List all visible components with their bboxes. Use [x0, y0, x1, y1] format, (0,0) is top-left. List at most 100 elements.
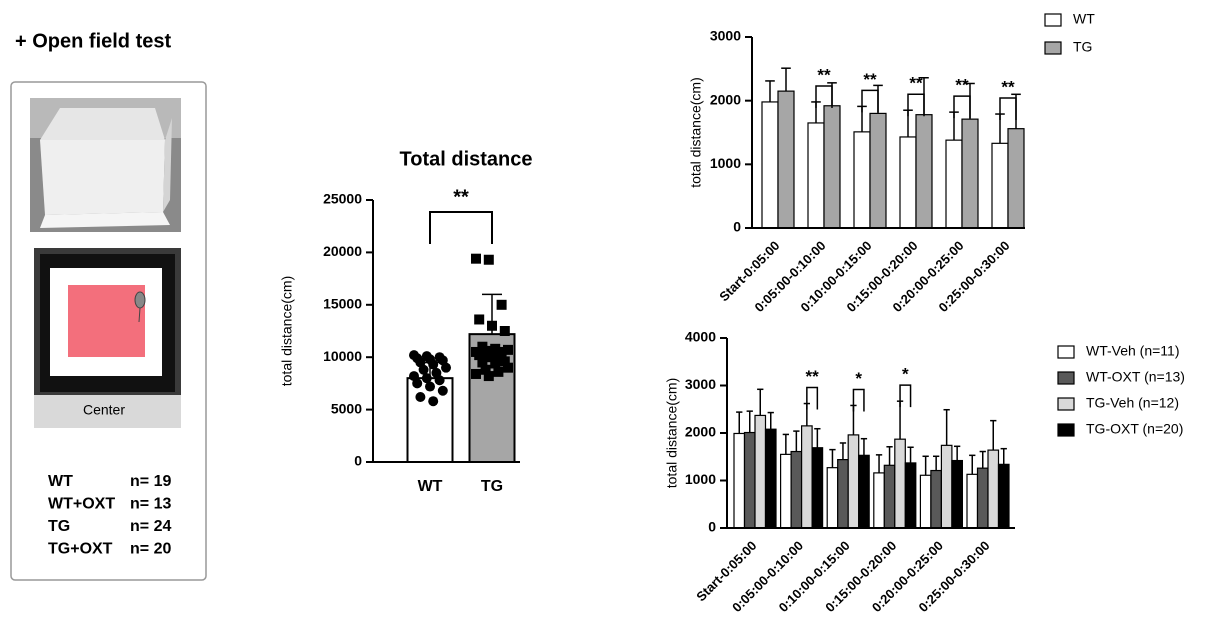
significance-label: * — [855, 369, 862, 388]
bar — [976, 467, 989, 529]
legend-label: WT-Veh (n=11) — [1086, 343, 1180, 359]
bar — [883, 464, 896, 529]
bar — [940, 444, 953, 529]
y-tick-label: 5000 — [331, 400, 362, 416]
bar — [790, 450, 803, 529]
significance-label: ** — [955, 76, 969, 95]
significance-label: ** — [909, 74, 923, 93]
data-point — [418, 364, 429, 375]
significance-bracket — [806, 386, 819, 410]
data-point — [441, 362, 451, 373]
bar — [915, 114, 933, 229]
significance-bracket — [429, 211, 493, 244]
bar — [826, 467, 839, 529]
bar — [873, 472, 885, 529]
y-tick-label: 2000 — [685, 424, 716, 440]
significance-bracket — [899, 384, 912, 408]
arena-photo — [30, 98, 181, 232]
significance-label: ** — [1001, 78, 1015, 97]
bar — [837, 459, 849, 529]
significance-bracket — [907, 93, 925, 117]
group-name: WT+OXT — [48, 496, 115, 513]
data-point — [499, 326, 510, 336]
bar — [894, 438, 906, 529]
y-tick-label: 20000 — [323, 243, 362, 259]
data-point — [499, 356, 510, 367]
data-point — [496, 299, 507, 310]
data-point — [480, 364, 491, 375]
y-tick-label: 1000 — [685, 471, 716, 487]
bar — [777, 90, 795, 229]
data-point — [487, 320, 497, 331]
bar — [823, 105, 841, 229]
legend-swatch — [1044, 41, 1062, 55]
group-n: n= 13 — [130, 496, 171, 513]
y-tick-label: 15000 — [323, 296, 362, 312]
bar — [1007, 128, 1025, 229]
legend-swatch — [1044, 13, 1062, 27]
data-point — [471, 368, 481, 379]
y-axis-label: total distance(cm) — [279, 276, 295, 386]
legend-label: WT-OXT (n=13) — [1086, 369, 1185, 385]
bar — [904, 462, 917, 529]
data-point — [474, 314, 485, 325]
data-point — [483, 371, 494, 382]
bar — [987, 449, 1000, 529]
significance-label: * — [902, 365, 909, 384]
center-photo — [34, 248, 181, 428]
bar — [899, 136, 917, 229]
significance-label: ** — [817, 65, 831, 84]
significance-bracket — [861, 89, 879, 113]
data-point — [437, 385, 448, 396]
bar — [807, 122, 825, 229]
group-n: n= 20 — [130, 541, 171, 558]
legend-label: TG — [1073, 39, 1092, 55]
bar — [761, 101, 779, 229]
legend-swatch — [1057, 371, 1075, 385]
legend-label: TG-Veh (n=12) — [1086, 395, 1179, 411]
data-point — [496, 349, 507, 360]
y-tick-label: 3000 — [710, 28, 741, 44]
charts: Total distance0500010000150002000025000t… — [279, 11, 1185, 615]
bar — [930, 469, 943, 529]
y-tick-label: 2000 — [710, 91, 741, 107]
bar — [961, 118, 979, 229]
data-point — [471, 253, 481, 264]
bar — [764, 428, 777, 529]
significance-label: ** — [805, 367, 819, 386]
bar — [779, 453, 792, 529]
y-axis-label: total distance(cm) — [664, 378, 680, 488]
legend-swatch — [1057, 345, 1075, 359]
significance-label: ** — [453, 186, 469, 208]
group-name: WT — [48, 473, 73, 490]
legend-swatch — [1057, 397, 1075, 411]
y-tick-label: 3000 — [685, 376, 716, 392]
data-point — [474, 350, 485, 361]
significance-bracket — [815, 85, 833, 108]
significance-bracket — [953, 95, 971, 119]
data-point — [503, 362, 513, 373]
bar — [991, 142, 1009, 229]
bar — [945, 139, 963, 229]
bar — [951, 459, 964, 529]
group-name: TG+OXT — [48, 541, 113, 558]
data-point — [490, 358, 501, 369]
data-point — [412, 378, 423, 389]
bar — [997, 463, 1010, 529]
chart-title: Total distance — [400, 148, 533, 170]
data-point — [434, 375, 445, 386]
y-tick-label: 25000 — [323, 191, 362, 207]
x-tick-label: WT — [418, 478, 443, 495]
data-point — [428, 359, 439, 370]
significance-label: ** — [863, 70, 877, 89]
bar — [966, 473, 979, 529]
data-point — [483, 254, 494, 265]
data-point — [477, 357, 488, 368]
data-point — [493, 366, 504, 377]
y-axis-label: total distance(cm) — [688, 77, 704, 187]
bar — [847, 434, 860, 529]
y-tick-label: 0 — [354, 453, 362, 469]
group-name: TG — [48, 518, 70, 535]
bar — [858, 454, 870, 529]
